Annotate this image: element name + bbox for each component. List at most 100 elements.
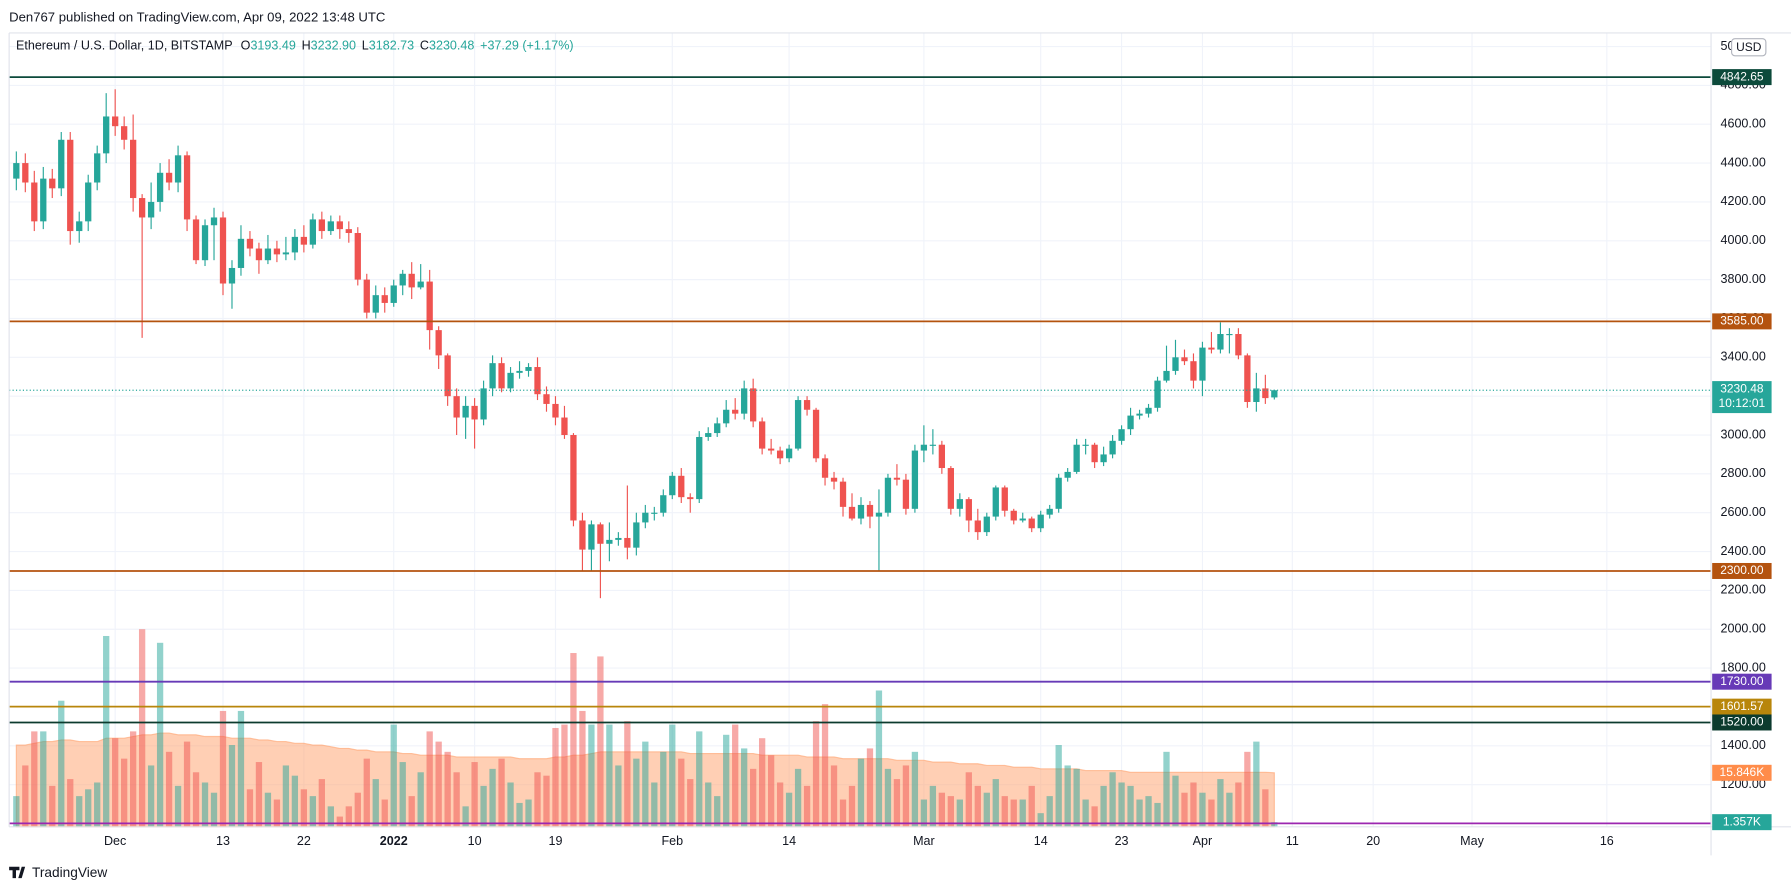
candle-body — [552, 403, 559, 418]
volume-bar — [516, 802, 523, 827]
x-tick-label: 20 — [1366, 834, 1380, 848]
volume-bar — [103, 635, 110, 827]
candle-body — [1190, 361, 1197, 381]
volume-bar — [732, 724, 739, 827]
volume-bar — [579, 710, 586, 827]
y-tick-label: 2600.00 — [1721, 505, 1766, 519]
legend-value: 3232.90 — [311, 39, 356, 53]
volume-bar — [1136, 799, 1143, 827]
candle-body — [956, 499, 963, 509]
volume-bar — [938, 792, 946, 827]
candle-body — [1208, 347, 1215, 350]
volume-bar — [1046, 796, 1053, 827]
logo-icon — [9, 866, 26, 879]
y-tick-label: 3400.00 — [1721, 350, 1766, 364]
level-label: 3585.00 — [1720, 314, 1764, 328]
candle-body — [1001, 487, 1008, 511]
x-tick-label: May — [1460, 834, 1484, 848]
volume-bar — [839, 799, 847, 827]
volume-bar — [615, 765, 622, 827]
volume-bar — [183, 741, 191, 827]
legend-key: C — [420, 39, 429, 53]
volume-bar — [1073, 768, 1080, 827]
volume-bar — [687, 779, 694, 827]
candle-body — [974, 520, 981, 533]
volume-bar — [336, 816, 343, 827]
currency-box[interactable] — [1731, 38, 1767, 57]
volume-bar — [1190, 782, 1197, 827]
candle-body — [1136, 413, 1143, 416]
candle-body — [866, 504, 874, 517]
volume-bar — [1109, 772, 1116, 827]
candle-body — [669, 475, 676, 496]
candle-body — [31, 182, 38, 222]
candle-body — [336, 221, 343, 230]
candle-body — [210, 217, 218, 226]
candle-body — [1118, 429, 1125, 441]
candle-body — [372, 295, 379, 313]
candle-body — [1226, 334, 1233, 336]
candle-body — [1217, 334, 1224, 350]
candle-body — [821, 458, 829, 478]
candle-body — [444, 355, 451, 397]
candle-body — [857, 504, 865, 519]
candle-body — [579, 520, 586, 550]
volume-bar — [282, 765, 290, 827]
volume-bar — [121, 758, 128, 827]
candle-body — [192, 219, 200, 261]
candle-body — [1181, 357, 1188, 362]
candle-body — [480, 388, 487, 420]
candle-body — [570, 435, 577, 521]
volume-bar — [31, 731, 38, 827]
level-tag — [1712, 313, 1772, 330]
legend-key: O — [241, 39, 251, 53]
volume-bar — [1082, 799, 1089, 827]
currency[interactable]: USD — [1736, 40, 1762, 54]
candle-body — [1253, 388, 1260, 402]
volume-bar — [534, 772, 541, 827]
candle-body — [255, 248, 263, 261]
volume-bar — [1154, 802, 1161, 827]
volume-bar — [696, 731, 703, 827]
volume-bar — [525, 799, 532, 827]
volume-bar — [624, 721, 631, 827]
candle-body — [13, 163, 20, 179]
volume-bar — [40, 731, 47, 827]
volume-bar — [147, 765, 155, 827]
volume-bar — [480, 785, 487, 827]
candle-body — [929, 444, 937, 446]
candle-body — [129, 139, 137, 199]
volume-bar — [1226, 792, 1233, 827]
volume-bar — [759, 738, 766, 827]
volume-bar — [570, 653, 577, 827]
candle-body — [983, 516, 990, 533]
volume-bar — [174, 785, 182, 827]
candle-body — [156, 172, 164, 202]
volume-bar — [947, 796, 954, 827]
grid — [9, 32, 1712, 827]
volume-bar — [741, 748, 748, 827]
candle-body — [588, 524, 595, 550]
candle-body — [1073, 444, 1080, 472]
candle-body — [642, 512, 649, 523]
candle-body — [318, 219, 325, 232]
x-tick-label: 13 — [216, 834, 230, 848]
volume-bar — [1019, 799, 1026, 827]
legend-change: +37.29 (+1.17%) — [480, 39, 573, 53]
candle-body — [1037, 514, 1044, 529]
candle-body — [723, 409, 730, 424]
candle-body — [1271, 390, 1278, 398]
y-tick-label: 3000.00 — [1721, 427, 1766, 441]
volume-bar — [750, 768, 757, 827]
volume-bar — [552, 727, 559, 827]
candle-body — [345, 229, 352, 234]
candle-body — [183, 155, 191, 220]
volume-bar — [911, 751, 919, 827]
volume-bar — [408, 796, 415, 827]
volume-bar — [309, 796, 317, 827]
candle-body — [103, 116, 110, 154]
candle-body — [794, 400, 802, 449]
volume-bar — [201, 782, 209, 827]
volume-bar — [1055, 745, 1062, 827]
volume-bar — [255, 762, 263, 827]
